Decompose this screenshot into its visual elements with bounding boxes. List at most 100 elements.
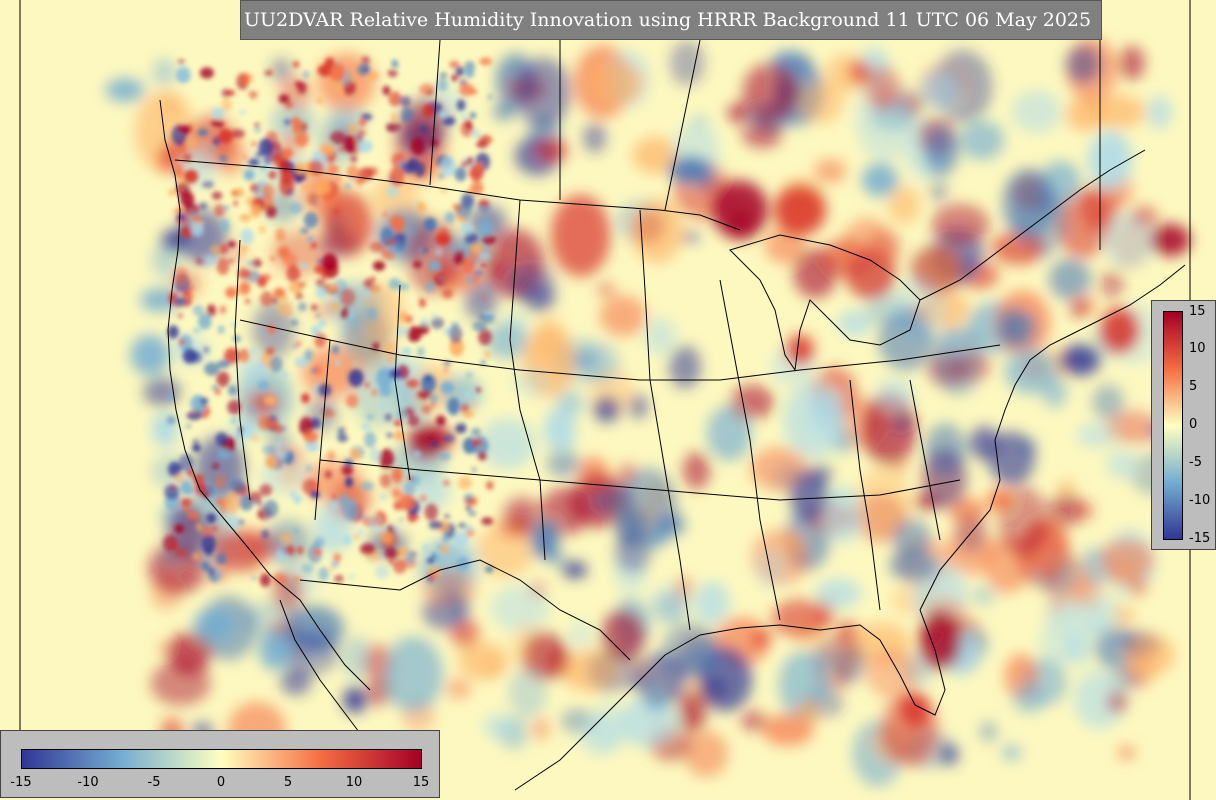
field-blob (783, 382, 844, 458)
field-blob (669, 40, 705, 86)
field-blob (228, 515, 240, 530)
field-blob (188, 286, 194, 291)
field-blob (1001, 745, 1022, 761)
field-blob (425, 375, 431, 382)
field-blob (199, 67, 214, 79)
field-blob (248, 158, 260, 167)
field-blob (285, 101, 294, 109)
field-blob (333, 209, 340, 215)
field-blob (923, 127, 959, 176)
field-blob (178, 339, 186, 345)
field-blob (429, 139, 438, 147)
field-blob (730, 384, 775, 420)
field-blob (481, 263, 486, 267)
field-blob (991, 231, 1047, 265)
field-blob (413, 201, 418, 205)
field-blob (280, 470, 297, 486)
field-blob (439, 245, 444, 249)
field-blob (892, 518, 931, 558)
field-blob (201, 527, 214, 536)
field-blob (257, 276, 267, 288)
field-blob (258, 415, 273, 431)
field-blob (422, 543, 430, 553)
field-blob (870, 101, 915, 132)
field-blob (214, 388, 221, 395)
field-blob (227, 400, 242, 415)
field-blob (186, 424, 192, 428)
field-blob (630, 198, 684, 264)
field-blob (248, 405, 256, 413)
field-blob (263, 395, 277, 406)
field-blob (201, 534, 216, 554)
field-blob (379, 473, 391, 488)
field-blob (301, 563, 314, 574)
field-blob (1049, 492, 1085, 527)
field-blob (1149, 224, 1191, 256)
field-blob (315, 180, 331, 195)
field-blob (485, 480, 494, 490)
field-blob (233, 200, 238, 207)
field-blob (419, 83, 435, 96)
field-blob (350, 155, 358, 163)
field-blob (214, 204, 226, 217)
field-blob (634, 653, 688, 706)
field-blob (887, 185, 921, 225)
field-blob (815, 578, 862, 609)
cbv-tick-6: -10 (1189, 493, 1211, 508)
field-blob (366, 414, 374, 420)
field-blob (279, 295, 288, 301)
field-blob (435, 248, 443, 256)
field-blob (306, 444, 319, 453)
field-blob (371, 388, 378, 396)
field-blob (278, 94, 290, 104)
field-blob (383, 636, 444, 712)
field-blob (304, 349, 313, 361)
field-blob (421, 374, 436, 393)
field-blob (443, 368, 449, 373)
field-blob (464, 274, 474, 285)
field-blob (413, 260, 422, 269)
field-blob (178, 453, 194, 472)
field-blob (211, 107, 225, 119)
field-blob (239, 109, 246, 115)
field-blob (397, 399, 403, 404)
map-title: UU2DVAR Relative Humidity Innovation usi… (244, 9, 1092, 31)
field-blob (384, 413, 392, 422)
field-blob (1059, 344, 1101, 376)
field-blob (298, 282, 306, 288)
field-blob (251, 258, 262, 268)
field-blob (264, 69, 273, 76)
field-blob (206, 513, 217, 524)
field-blob (401, 161, 417, 174)
field-blob (435, 415, 446, 426)
field-blob (401, 107, 414, 123)
field-blob (215, 432, 228, 446)
field-blob (321, 253, 338, 271)
field-blob (473, 269, 484, 277)
state-line-11 (429, 39, 441, 186)
field-blob (682, 451, 711, 490)
field-blob (402, 347, 412, 356)
field-blob (230, 322, 238, 327)
cbh-tick-5: 5 (283, 775, 293, 790)
field-blob (307, 236, 314, 243)
field-blob (242, 154, 247, 160)
field-blob (407, 415, 420, 427)
field-blob (479, 418, 536, 469)
field-blob (252, 576, 257, 580)
field-blob (270, 256, 276, 261)
field-blob (428, 520, 443, 530)
field-blob (371, 175, 418, 220)
field-blob (471, 438, 483, 447)
field-blob (327, 106, 367, 132)
field-blob (438, 452, 451, 461)
field-blob (219, 566, 225, 571)
field-blob (444, 211, 456, 224)
field-blob (217, 325, 225, 335)
field-blob (458, 641, 509, 680)
field-blob (848, 59, 871, 84)
field-blob (418, 298, 426, 308)
field-blob (417, 389, 432, 400)
field-blob (482, 313, 495, 324)
field-blob (382, 85, 391, 96)
